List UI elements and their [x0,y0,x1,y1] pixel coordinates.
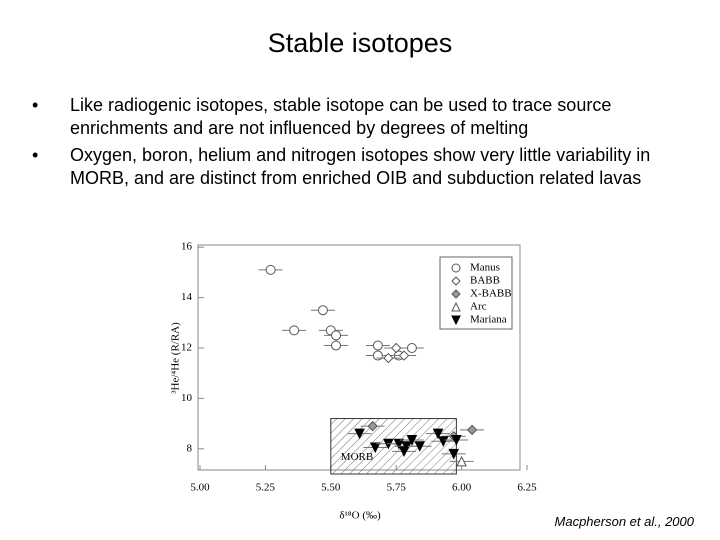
legend-marker [451,315,461,326]
point [448,448,460,460]
point [456,455,467,467]
point [369,442,381,454]
legend-label: Manus [470,262,500,274]
region [330,418,457,475]
point [393,438,405,450]
y-tick-label: 14 [181,291,193,303]
y-axis-label: ³He/⁴He (R/RA) [170,322,182,394]
y-tick-label: 8 [187,442,193,454]
citation: Macpherson et al., 2000 [554,514,694,529]
point [331,340,342,351]
point [451,434,462,446]
point [466,424,478,436]
point [383,352,394,364]
point [432,428,444,440]
x-tick-label: 5.75 [387,482,407,494]
legend-marker [451,263,461,273]
x-tick-label: 6.25 [517,482,537,494]
y-tick-label: 16 [181,241,193,253]
x-tick-label: 5.00 [190,482,210,494]
bullet: Oxygen, boron, helium and nitrogen isoto… [30,144,690,190]
point [354,428,365,440]
legend-marker [451,289,461,299]
slide-title: Stable isotopes [267,28,453,58]
legend-label: Arc [470,301,487,313]
point [406,343,417,353]
point [398,350,410,361]
point [317,305,328,316]
point [289,325,300,336]
point [437,436,449,447]
x-tick-label: 6.00 [452,482,472,494]
region-label: MORB [341,451,373,463]
x-tick-label: 5.50 [321,482,341,494]
point [331,330,342,341]
x-tick-label: 5.25 [256,482,276,494]
point [367,420,378,432]
point [406,434,418,446]
legend-marker [451,301,461,312]
point [372,350,383,361]
point [390,342,402,354]
x-axis-label: δ¹⁸O (‰) [339,510,381,522]
point [265,264,276,275]
y-tick-label: 12 [181,342,192,354]
legend-marker [451,276,461,286]
legend-label: BABB [470,275,500,287]
bullet-list: Like radiogenic isotopes, stable isotope… [30,94,690,194]
bullet: Like radiogenic isotopes, stable isotope… [30,94,690,140]
legend-label: Mariana [470,314,507,326]
y-tick-label: 10 [181,392,193,404]
legend-label: X-BABB [470,288,512,300]
point [414,441,426,452]
point [398,446,410,457]
point [372,340,383,351]
